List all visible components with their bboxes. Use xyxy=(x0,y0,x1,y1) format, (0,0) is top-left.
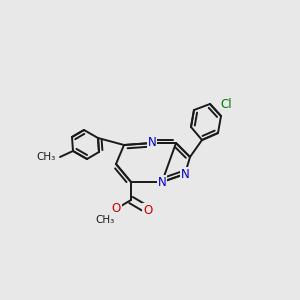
Text: N: N xyxy=(181,167,189,181)
Text: O: O xyxy=(143,203,153,217)
Text: N: N xyxy=(158,176,166,188)
Text: O: O xyxy=(111,202,121,215)
Text: CH₃: CH₃ xyxy=(37,152,56,162)
Text: CH₃: CH₃ xyxy=(95,215,115,225)
Text: N: N xyxy=(148,136,156,149)
Text: Cl: Cl xyxy=(220,98,232,110)
